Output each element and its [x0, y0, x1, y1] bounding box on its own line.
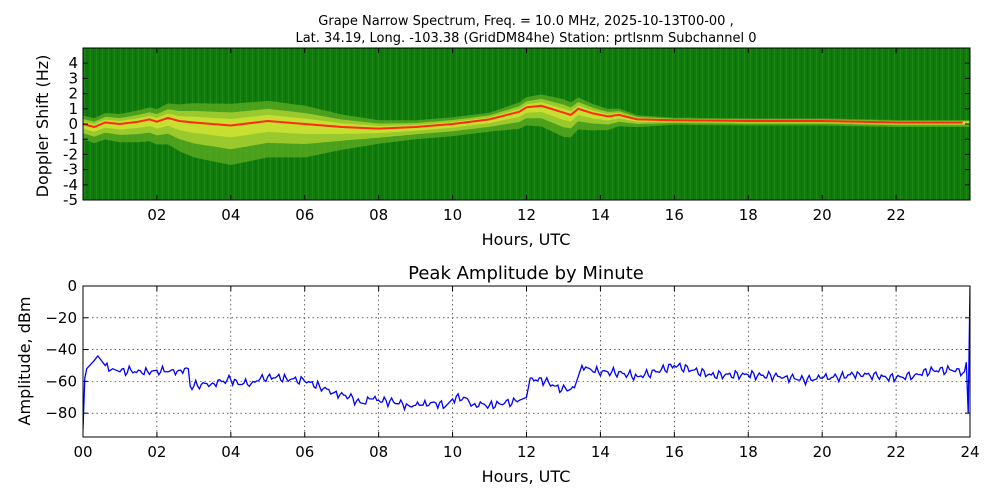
figure-title-line2: Lat. 34.19, Long. -103.38 (GridDM84he) S… — [295, 31, 756, 46]
amplitude-x-tick-label: 04 — [221, 443, 240, 461]
spectrogram-x-tick-label: 20 — [813, 206, 832, 224]
spectrogram-x-tick-label: 16 — [665, 206, 684, 224]
spectrogram-y-tick-label: -4 — [63, 176, 78, 194]
amplitude-y-tick-label: −80 — [45, 404, 77, 422]
amplitude-panel: Peak Amplitude by Minute 00 02 04 06 08 10 12 1… — [15, 263, 980, 486]
spectrogram-spread-inner — [83, 102, 970, 138]
amplitude-x-tick-label: 18 — [739, 443, 758, 461]
amplitude-y-tick-label: −40 — [45, 341, 77, 359]
amplitude-xlabel: Hours, UTC — [482, 467, 571, 486]
spectrogram-y-tick-label: 1 — [68, 100, 78, 118]
amplitude-x-tick-label: 00 — [73, 443, 92, 461]
spectrogram-x-tick-label: 10 — [443, 206, 462, 224]
amplitude-x-tick-label: 22 — [887, 443, 906, 461]
spectrogram-x-tick-label: 08 — [369, 206, 388, 224]
spectrogram-x-tick-label: 22 — [887, 206, 906, 224]
spectrogram-x-tick-label: 06 — [295, 206, 314, 224]
spectrogram-peak-trace — [83, 104, 963, 130]
spectrogram-y-tick-label: -2 — [63, 145, 78, 163]
spectrogram-y-tick-label: 0 — [68, 115, 78, 133]
amplitude-x-tick-label: 06 — [295, 443, 314, 461]
amplitude-plot-area — [83, 286, 970, 437]
spectrogram-x-tick-label: 02 — [147, 206, 166, 224]
spectrogram-x-tick-label: 18 — [739, 206, 758, 224]
amplitude-title: Peak Amplitude by Minute — [408, 263, 644, 284]
spectrogram-x-ticks: 02 04 06 08 10 12 14 16 18 20 22 — [147, 48, 906, 224]
amplitude-y-tick-label: −60 — [45, 372, 77, 390]
spectrogram-spread-mid — [83, 98, 970, 150]
spectrogram-y-tick-label: 3 — [68, 69, 78, 87]
spectrogram-y-tick-label: -5 — [63, 191, 78, 209]
amplitude-x-tick-label: 10 — [443, 443, 462, 461]
spectrogram-x-tick-label: 12 — [517, 206, 536, 224]
spectrogram-bands — [83, 94, 970, 165]
amplitude-x-tick-label: 12 — [517, 443, 536, 461]
spectrogram-spread-outer — [83, 94, 970, 165]
amplitude-x-tick-label: 02 — [147, 443, 166, 461]
amplitude-y-ticks: 0 −20 −40 −60 −80 — [45, 277, 970, 422]
spectrogram-y-tick-label: 2 — [68, 85, 78, 103]
spectrogram-y-tick-label: -1 — [63, 130, 78, 148]
figure-title-line1: Grape Narrow Spectrum, Freq. = 10.0 MHz,… — [318, 14, 733, 29]
amplitude-x-tick-label: 16 — [665, 443, 684, 461]
spectrogram-x-tick-label: 14 — [591, 206, 610, 224]
spectrogram-ylabel: Doppler Shift (Hz) — [33, 55, 52, 198]
amplitude-y-tick-label: −20 — [45, 309, 77, 327]
spectrogram-xlabel: Hours, UTC — [482, 230, 571, 249]
amplitude-series-line — [83, 287, 970, 430]
amplitude-x-tick-label: 20 — [813, 443, 832, 461]
amplitude-y-tick-label: 0 — [67, 277, 77, 295]
amplitude-x-tick-label: 08 — [369, 443, 388, 461]
amplitude-x-tick-label: 14 — [591, 443, 610, 461]
spectrogram-x-tick-label: 04 — [221, 206, 240, 224]
spectrogram-y-tick-label: -3 — [63, 161, 78, 179]
amplitude-x-ticks: 00 02 04 06 08 10 12 14 16 18 20 22 24 — [73, 286, 980, 461]
spectrogram-y-tick-label: 4 — [68, 54, 78, 72]
amplitude-ylabel: Amplitude, dBm — [15, 297, 34, 426]
amplitude-x-tick-label: 24 — [960, 443, 979, 461]
